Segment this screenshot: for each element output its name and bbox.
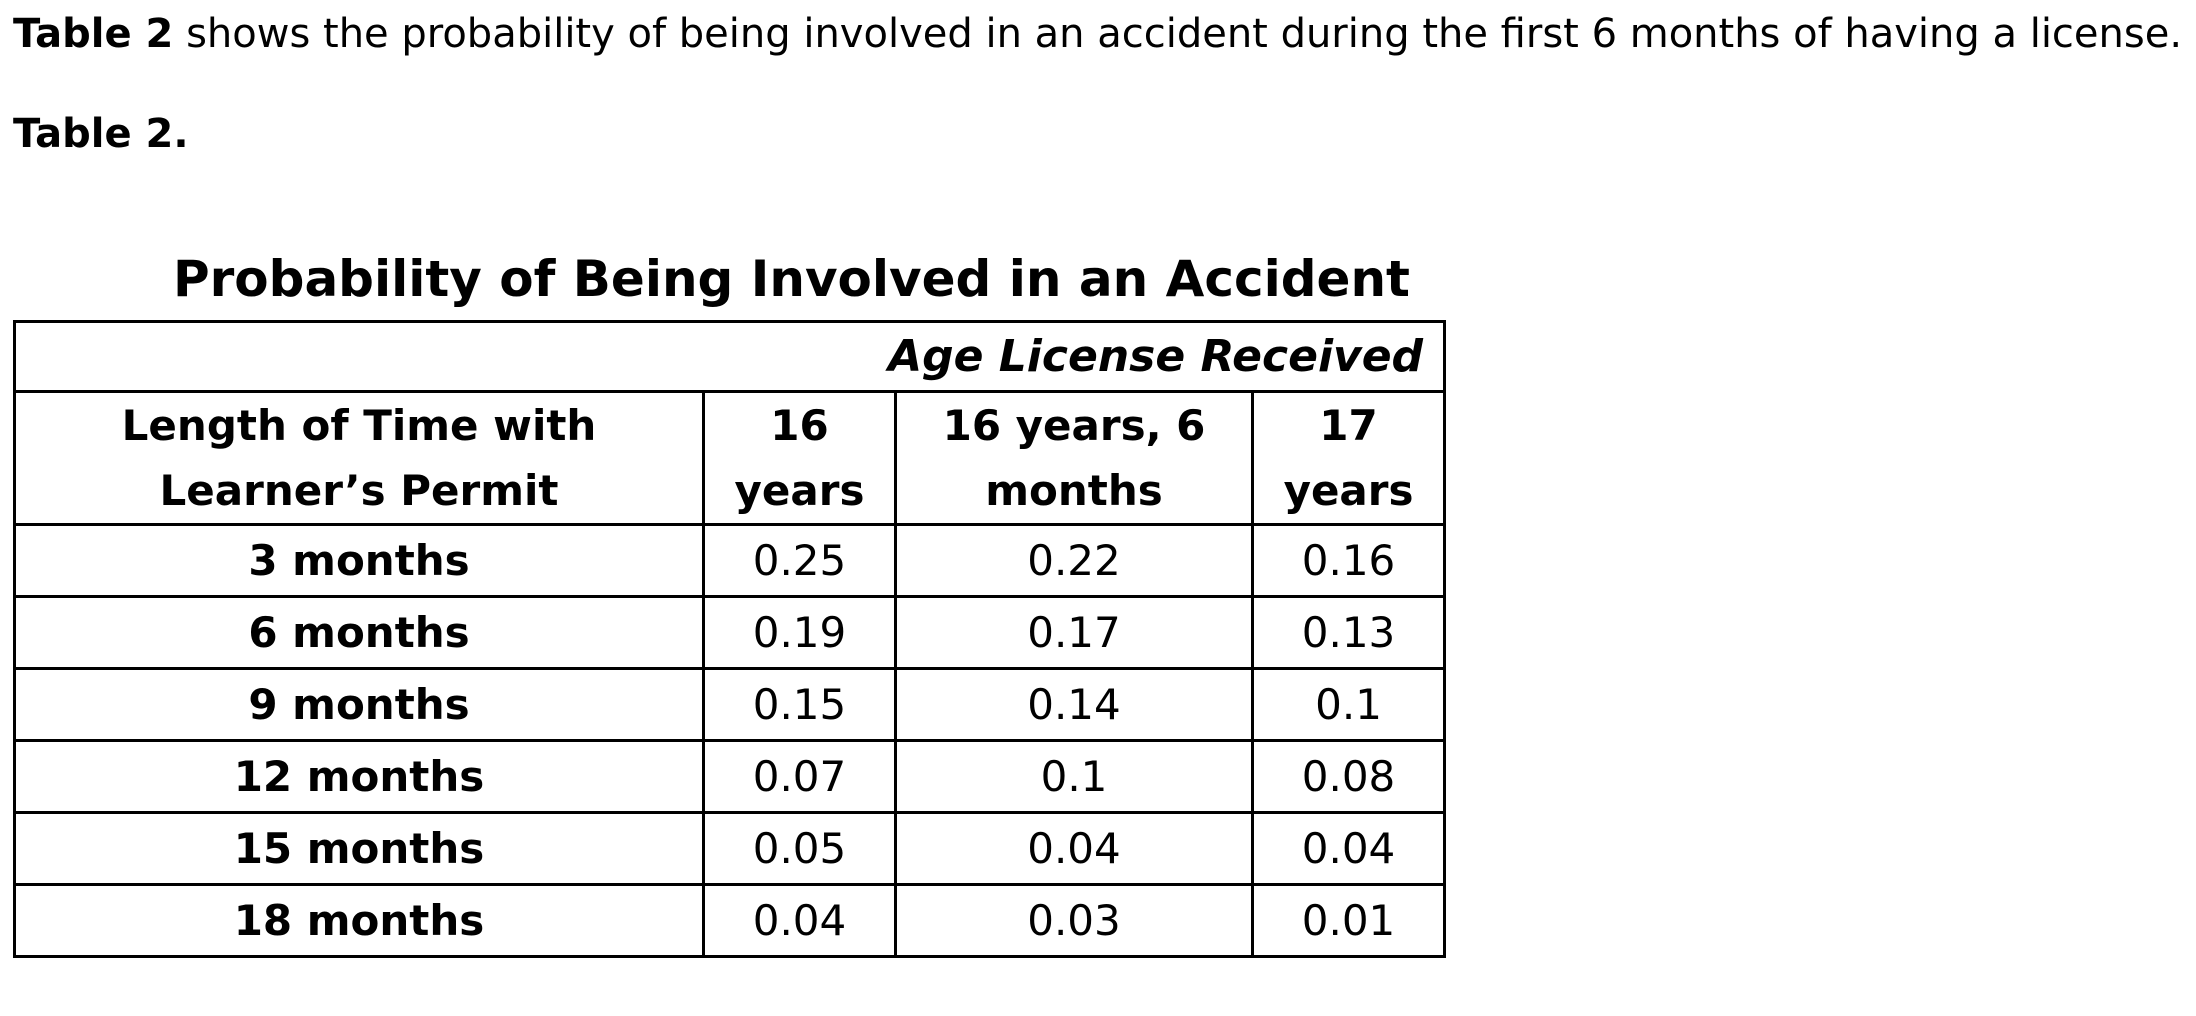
table-row: 6 months 0.19 0.17 0.13 [13, 595, 1447, 671]
value-cell: 0.04 [1250, 811, 1447, 887]
value-cell: 0.15 [702, 667, 897, 743]
value-cell: 0.03 [894, 883, 1254, 959]
age-header-row: Age License Received [12, 320, 1447, 393]
value-cell: 0.01 [1250, 883, 1447, 959]
table-row: 15 months 0.05 0.04 0.04 [13, 811, 1447, 887]
value-cell: 0.07 [702, 739, 897, 815]
table-row: 9 months 0.15 0.14 0.1 [13, 667, 1447, 743]
row-label-cell: 18 months [13, 883, 705, 959]
probability-table: Age License Received Length of Time with… [12, 320, 1447, 959]
row-label-cell: 6 months [13, 595, 705, 671]
col-header-16-years-6-months: 16 years, 6 months [894, 389, 1254, 527]
row-label-cell: 3 months [13, 523, 705, 599]
value-cell: 0.22 [894, 523, 1254, 599]
value-cell: 0.25 [702, 523, 897, 599]
table-2-label: Table 2. [13, 111, 189, 157]
table-row: 12 months 0.07 0.1 0.08 [13, 739, 1447, 815]
value-cell: 0.17 [894, 595, 1254, 671]
intro-text: Table 2 shows the probability of being i… [13, 8, 2183, 60]
intro-bold-label: Table 2 [13, 11, 174, 57]
value-cell: 0.04 [702, 883, 897, 959]
age-license-received-header: Age License Received [12, 320, 1447, 393]
col-header-16-years: 16 years [702, 389, 897, 527]
intro-rest: shows the probability of being involved … [173, 11, 2183, 57]
column-header-row: Length of Time with Learner’s Permit 16 … [13, 389, 1447, 527]
table-row: 3 months 0.25 0.22 0.16 [13, 523, 1447, 599]
value-cell: 0.04 [894, 811, 1254, 887]
value-cell: 0.1 [1250, 667, 1447, 743]
row-label-cell: 15 months [13, 811, 705, 887]
value-cell: 0.19 [702, 595, 897, 671]
row-header-cell: Length of Time with Learner’s Permit [13, 389, 705, 527]
table-title: Probability of Being Involved in an Acci… [173, 250, 1410, 308]
row-label-cell: 12 months [13, 739, 705, 815]
row-label-cell: 9 months [13, 667, 705, 743]
table-row: 18 months 0.04 0.03 0.01 [13, 883, 1447, 959]
value-cell: 0.08 [1250, 739, 1447, 815]
value-cell: 0.1 [894, 739, 1254, 815]
value-cell: 0.13 [1250, 595, 1447, 671]
value-cell: 0.05 [702, 811, 897, 887]
value-cell: 0.16 [1250, 523, 1447, 599]
col-header-17-years: 17 years [1250, 389, 1447, 527]
value-cell: 0.14 [894, 667, 1254, 743]
